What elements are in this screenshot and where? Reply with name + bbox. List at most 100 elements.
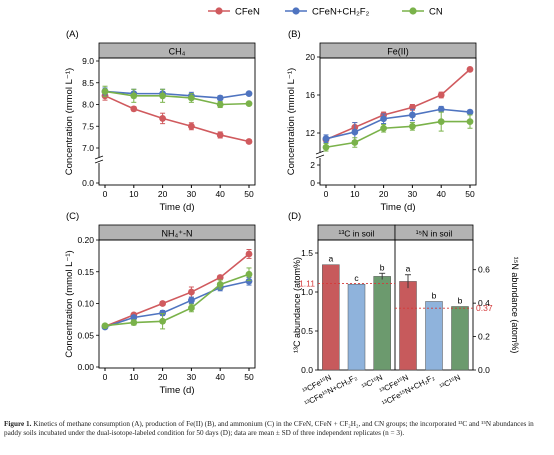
panel-header-text: CH₄	[169, 47, 186, 57]
series-line-2	[325, 120, 470, 149]
x-tick-label: 0	[324, 189, 329, 199]
panel-letter: (C)	[66, 211, 79, 222]
series-line-1	[325, 108, 471, 140]
series-line-2	[104, 90, 250, 106]
data-point	[437, 105, 445, 113]
x-tick-label: 0	[103, 189, 108, 199]
y-axis-label: Concentration (mmol L⁻¹)	[286, 68, 297, 175]
data-point	[159, 317, 167, 325]
x-tick-label: 30	[187, 189, 197, 199]
data-point	[216, 131, 224, 139]
legend-marker-2	[409, 7, 417, 15]
data-point	[188, 304, 195, 312]
y-tick-label: 0.15	[77, 267, 94, 277]
series-line-0	[325, 68, 471, 141]
x-tick-label: 50	[244, 189, 254, 199]
legend-marker-0	[215, 7, 223, 15]
x-tick-label: 10	[129, 189, 139, 199]
y-tick-label: 20	[306, 52, 316, 62]
data-point	[101, 322, 109, 330]
data-point	[216, 101, 224, 108]
x-axis-label: Time (d)	[380, 202, 415, 213]
data-point	[216, 281, 224, 288]
axis-break-mark	[315, 150, 325, 155]
axis-break-gap	[316, 152, 324, 158]
panel-header-text: Fe(II)	[387, 47, 409, 57]
y-tick-label: 9.0	[82, 56, 94, 66]
data-point	[130, 314, 138, 321]
data-point	[245, 270, 253, 278]
series-line-1	[104, 280, 250, 328]
left-bar-letter: b	[380, 262, 385, 272]
panel-letter: (D)	[288, 211, 301, 222]
y-tick-label: 8.5	[82, 78, 94, 88]
x-tick-label: 40	[436, 189, 446, 199]
caption-label: Figure 1.	[4, 420, 32, 428]
x-tick-label: 20	[158, 189, 168, 199]
data-point	[188, 122, 195, 130]
data-point	[159, 115, 167, 122]
data-point	[380, 115, 387, 123]
x-tick-label: 50	[244, 372, 254, 382]
right-y-tick-label: 0.6	[478, 265, 490, 275]
caption-text: Kinetics of methane consumption (A), pro…	[4, 420, 534, 438]
left-y-tick-label: 1.5	[301, 248, 313, 258]
right-bar-1	[425, 301, 443, 371]
y-tick-label: 0.0	[82, 178, 94, 188]
left-header-text: ¹³C in soil	[339, 229, 375, 239]
x-tick-label: 30	[187, 372, 197, 382]
y-tick-label: 0.05	[77, 330, 94, 340]
data-point	[159, 300, 167, 307]
y-tick-label: 12	[306, 128, 316, 138]
data-point	[130, 92, 138, 100]
y-tick-label: 0.00	[77, 362, 94, 372]
left-reference-label: 1.11	[299, 278, 315, 288]
data-point	[159, 92, 167, 100]
y-tick-label: 16	[306, 90, 316, 100]
data-point	[437, 91, 445, 99]
x-tick-label: 40	[215, 189, 225, 199]
data-point	[466, 65, 474, 73]
x-tick-label: 10	[350, 189, 360, 199]
left-bar-1	[347, 283, 366, 371]
legend-label-0: CFeN	[235, 7, 260, 18]
data-point	[130, 319, 138, 326]
data-point	[351, 128, 359, 136]
left-y-tick-label: 1.0	[301, 287, 313, 297]
y-tick-label: 7.0	[82, 143, 94, 153]
data-point	[466, 108, 474, 116]
left-bar-0	[322, 264, 340, 371]
x-tick-label: 40	[215, 372, 225, 382]
legend-label-1: CFeN+CH₂F₂	[312, 7, 370, 18]
data-point	[322, 143, 330, 151]
series-line-2	[104, 273, 250, 327]
data-point	[245, 277, 253, 285]
right-bar-letter: b	[432, 290, 437, 300]
x-axis-label: Time (d)	[159, 385, 194, 396]
y-tick-label: 0	[310, 178, 315, 188]
data-point	[216, 94, 224, 102]
panel-header-text: NH₄⁺-N	[162, 229, 193, 239]
panel-letter: (B)	[288, 29, 301, 40]
data-point	[409, 111, 416, 119]
data-point	[466, 118, 474, 125]
y-tick-label: 0.20	[77, 235, 94, 245]
right-header-text: ¹⁵N in soil	[416, 229, 453, 239]
right-bar-2	[451, 306, 469, 371]
data-point	[245, 138, 253, 145]
data-point	[437, 118, 445, 125]
left-y-tick-label: 0.5	[301, 326, 313, 336]
series-line-1	[104, 90, 250, 99]
legend-marker-1	[292, 7, 300, 15]
data-point	[159, 309, 167, 317]
left-bar-letter: a	[328, 254, 333, 264]
data-point	[101, 88, 109, 95]
x-tick-label: 10	[129, 372, 139, 382]
data-point	[409, 122, 416, 130]
legend-label-2: CN	[429, 7, 443, 18]
right-y-tick-label: 0.0	[478, 365, 490, 375]
series-line-0	[104, 95, 250, 143]
left-y-axis-label: ¹³C abundance (atom%)	[292, 257, 302, 353]
plot-frame	[319, 57, 477, 186]
